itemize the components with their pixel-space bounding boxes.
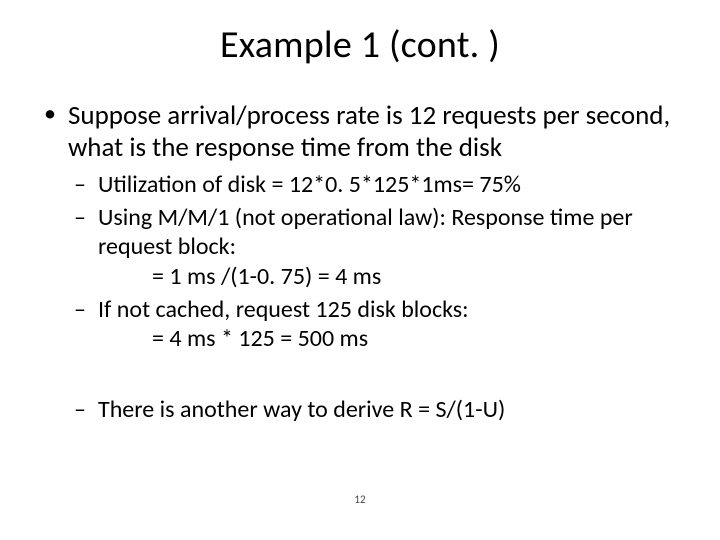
page-number: 12 (0, 493, 720, 506)
sub-point-text: Using M/M/1 (not operational law): Respo… (98, 203, 633, 261)
sub-point-text: There is another way to derive R = S/(1-… (98, 395, 505, 424)
sub-point-calc: = 1 ms /(1-0. 75) = 4 ms (98, 262, 680, 291)
bullet-list-level2: Utilization of disk = 12*0. 5*125*1ms= 7… (68, 170, 680, 425)
bullet-list-level1: Suppose arrival/process rate is 12 reque… (40, 100, 680, 425)
main-point-text: Suppose arrival/process rate is 12 reque… (68, 99, 670, 164)
sub-point-text: Utilization of disk = 12*0. 5*125*1ms= 7… (98, 170, 521, 199)
list-item: Utilization of disk = 12*0. 5*125*1ms= 7… (68, 170, 680, 199)
list-item: If not cached, request 125 disk blocks: … (68, 295, 680, 354)
slide: Example 1 (cont. ) Suppose arrival/proce… (0, 0, 720, 540)
list-item: Suppose arrival/process rate is 12 reque… (40, 100, 680, 425)
slide-title: Example 1 (cont. ) (0, 0, 720, 76)
list-item: There is another way to derive R = S/(1-… (68, 395, 680, 424)
sub-point-text: If not cached, request 125 disk blocks: (98, 295, 469, 324)
sub-point-calc: = 4 ms * 125 = 500 ms (98, 324, 680, 353)
slide-body: Suppose arrival/process rate is 12 reque… (0, 76, 720, 425)
list-item: Using M/M/1 (not operational law): Respo… (68, 203, 680, 291)
